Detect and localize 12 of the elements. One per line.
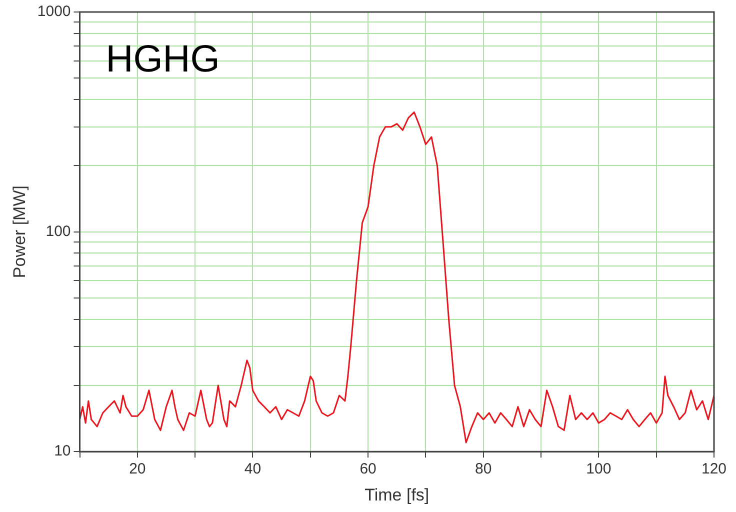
y-tick-label: 1000 [37,3,71,20]
y-axis-title: Power [MW] [10,186,29,278]
x-tick-label: 20 [129,460,146,478]
annotation: HGHG [106,38,220,80]
x-axis-title: Time [fs] [364,485,430,504]
y-tick-label: 10 [54,442,71,460]
y-tick-label: 100 [46,222,71,240]
x-tick-label: 100 [586,460,612,478]
x-tick-label: 120 [701,460,727,478]
x-tick-label: 60 [360,460,376,478]
x-tick-label: 80 [475,460,492,478]
x-tick-label: 40 [244,460,262,478]
